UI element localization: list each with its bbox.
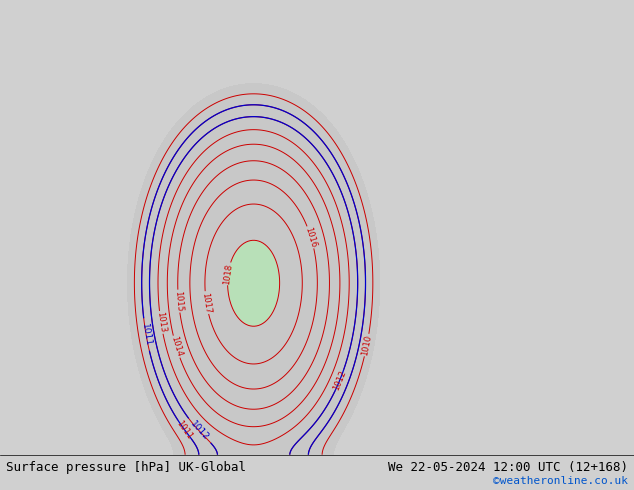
Text: We 22-05-2024 12:00 UTC (12+168): We 22-05-2024 12:00 UTC (12+168) (387, 461, 628, 473)
Text: 1012: 1012 (188, 419, 210, 442)
Text: 1016: 1016 (304, 226, 318, 248)
Text: 1010: 1010 (360, 334, 373, 356)
Text: ©weatheronline.co.uk: ©weatheronline.co.uk (493, 476, 628, 487)
Text: 1014: 1014 (169, 335, 184, 358)
Text: 1015: 1015 (173, 290, 184, 312)
Text: 1013: 1013 (155, 311, 167, 334)
Text: 1017: 1017 (200, 292, 212, 314)
Text: 1012: 1012 (332, 369, 348, 392)
Text: 1018: 1018 (223, 263, 234, 285)
Text: Surface pressure [hPa] UK-Global: Surface pressure [hPa] UK-Global (6, 461, 247, 473)
Text: 1011: 1011 (139, 322, 153, 347)
Text: 1011: 1011 (175, 418, 194, 441)
